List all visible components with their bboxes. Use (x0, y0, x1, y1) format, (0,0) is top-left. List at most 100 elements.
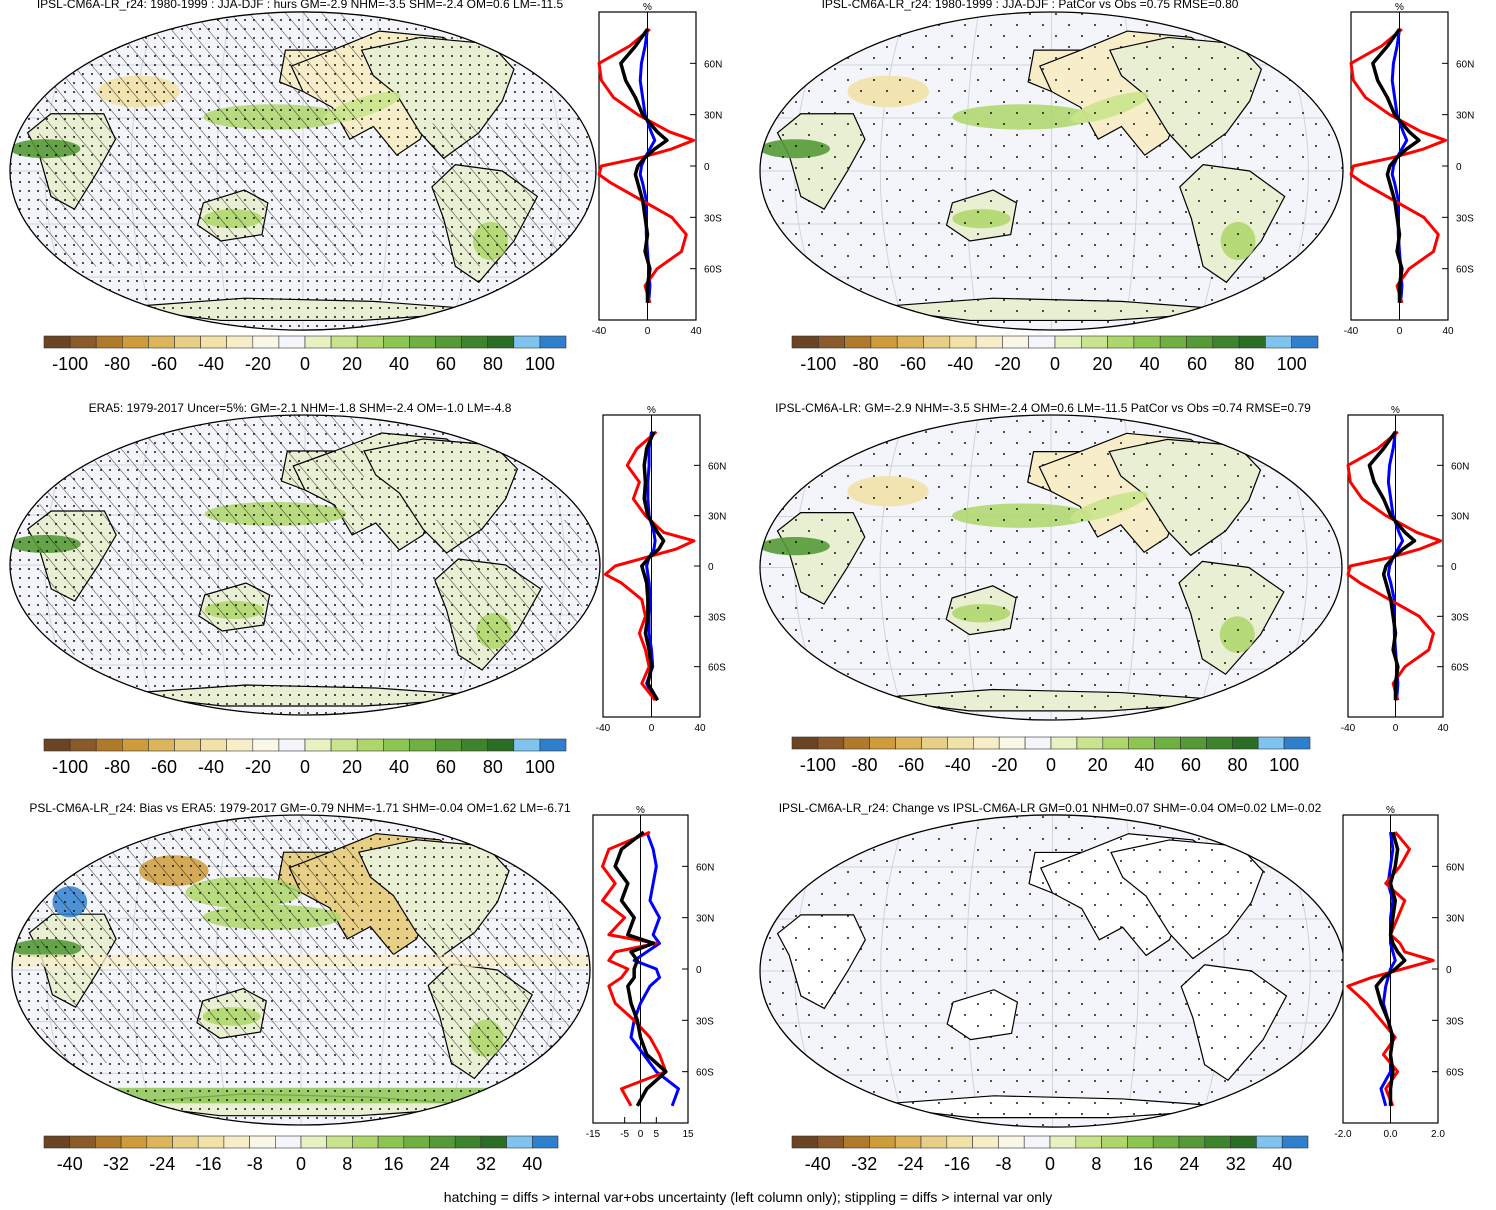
colorbar-swatch (69, 335, 97, 349)
colorbar-label: 24 (430, 1154, 450, 1174)
colorbar-swatch (998, 1135, 1025, 1149)
colorbar-swatch (1291, 335, 1319, 349)
colorbar-swatch (330, 335, 358, 349)
colorbar-swatch (1050, 736, 1078, 750)
zonal-lat-tick: 30S (1456, 213, 1474, 224)
colorbar-label: -20 (995, 354, 1021, 374)
zonal-x-tick: 40 (694, 723, 706, 734)
colorbar-swatch (252, 335, 280, 349)
colorbar-swatch (226, 738, 254, 752)
zonal-lat-tick: 60N (696, 862, 714, 873)
colorbar-label: 8 (342, 1154, 352, 1174)
colorbar-label: -20 (245, 354, 271, 374)
colorbar-swatch (531, 1135, 559, 1149)
colorbar-swatch (148, 335, 175, 349)
colorbar-swatch (1107, 335, 1135, 349)
panel-4: % 60N 30N 0 30S 60S -40 0 40 -100 -80 -60 -40 -20 0 20 4… (759, 401, 1469, 775)
colorbar-label: -100 (800, 755, 836, 775)
colorbar-swatch (356, 335, 384, 349)
zonal-x-tick: -5 (620, 1129, 629, 1140)
colorbar-swatch (252, 738, 280, 752)
zonal-x-tick: 2.0 (1431, 1129, 1445, 1140)
colorbar-swatch (869, 1135, 896, 1149)
colorbar-swatch (278, 335, 306, 349)
colorbar-label: 0 (1045, 1154, 1055, 1174)
colorbar-swatch (69, 738, 97, 752)
colorbar-label: -8 (996, 1154, 1012, 1174)
colorbar-label: 24 (1179, 1154, 1199, 1174)
colorbar-swatch (1133, 335, 1161, 349)
colorbar-swatch (435, 738, 462, 752)
colorbar-label: 40 (522, 1154, 542, 1174)
colorbar-swatch (174, 335, 201, 349)
zonal-lat-tick: 30N (1456, 111, 1474, 122)
colorbar-label: -100 (800, 354, 836, 374)
colorbar-swatch (197, 1135, 225, 1149)
colorbar-label: -24 (149, 1154, 175, 1174)
colorbar-swatch (1101, 1135, 1128, 1149)
colorbar-swatch (1257, 736, 1285, 750)
colorbar-swatch (377, 1135, 405, 1149)
colorbar-label: 0 (296, 1154, 306, 1174)
colorbar-label: 40 (389, 354, 409, 374)
colorbar-label: 32 (476, 1154, 496, 1174)
colorbar-label: 20 (1088, 755, 1108, 775)
colorbar-label: 32 (1226, 1154, 1246, 1174)
colorbar-swatch (95, 738, 123, 752)
colorbar-swatch (1178, 1135, 1206, 1149)
zonal-series-red (597, 27, 696, 304)
colorbar-swatch (1180, 736, 1207, 750)
colorbar-swatch (300, 1135, 328, 1149)
zonal-x-tick: 0 (1393, 723, 1399, 734)
colorbar-swatch (972, 736, 1000, 750)
colorbar-label: 40 (1140, 354, 1160, 374)
zonal-lat-tick: 0 (1446, 965, 1452, 976)
zonal-unit-label: % (647, 405, 656, 416)
colorbar-label: 20 (1092, 354, 1112, 374)
zonal-lat-tick: 60S (1456, 265, 1474, 276)
colorbar-label: -16 (195, 1154, 221, 1174)
panel-3: % 60N 30N 0 30S 60S -40 0 40 -100 -80 -60 -40 -20 0 20 4… (9, 401, 726, 777)
colorbar-swatch (304, 738, 332, 752)
colorbar-swatch (539, 335, 567, 349)
colorbar-label: 60 (436, 354, 456, 374)
colorbar: -40 -32 -24 -16 -8 0 8 16 24 32 40 (791, 1135, 1309, 1174)
zonal-x-tick: 5 (654, 1129, 660, 1140)
colorbar-label: 80 (1227, 755, 1247, 775)
colorbar-label: 40 (389, 757, 409, 777)
zonal-series-black (619, 28, 669, 303)
colorbar-label: -80 (104, 354, 130, 374)
colorbar-label: -40 (57, 1154, 83, 1174)
zonal-lat-tick: 60S (704, 265, 722, 276)
zonal-unit-label: % (1386, 805, 1395, 816)
zonal-lat-tick: 0 (704, 162, 710, 173)
colorbar-swatch (1075, 1135, 1102, 1149)
colorbar-label: 0 (300, 354, 310, 374)
colorbar-swatch (949, 335, 977, 349)
colorbar-swatch (843, 736, 870, 750)
stippling (760, 815, 1345, 1127)
colorbar-swatch (43, 738, 71, 752)
zonal-lat-tick: 0 (1456, 162, 1462, 173)
zonal-series-black (1367, 430, 1417, 701)
colorbar-swatch (223, 1135, 250, 1149)
colorbar-label: -100 (52, 757, 88, 777)
colorbar-swatch (122, 335, 149, 349)
zonal-x-tick: 40 (1442, 326, 1454, 337)
colorbar-swatch (1265, 335, 1293, 349)
colorbar-swatch (1230, 1135, 1257, 1149)
colorbar-swatch (1028, 335, 1056, 349)
zonal-series-black (1371, 28, 1421, 303)
colorbar-label: 16 (384, 1154, 404, 1174)
zonal-lat-tick: 60N (704, 59, 722, 70)
colorbar-swatch (326, 1135, 353, 1149)
colorbar-label: -80 (853, 354, 879, 374)
colorbar-label: -60 (151, 354, 177, 374)
colorbar-swatch (403, 1135, 430, 1149)
colorbar-swatch (1238, 335, 1266, 349)
zonal-lat-tick: 30S (696, 1016, 714, 1027)
colorbar-label: 60 (1181, 755, 1201, 775)
colorbar-swatch (356, 738, 384, 752)
zonal-x-tick: -40 (1341, 723, 1356, 734)
zonal-unit-label: % (636, 805, 645, 816)
